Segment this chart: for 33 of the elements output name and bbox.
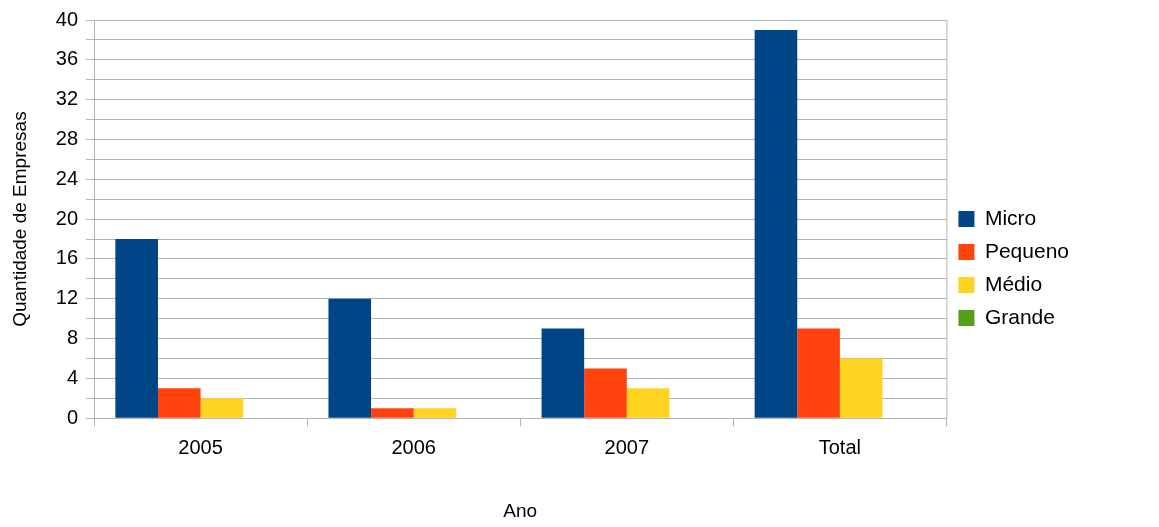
bar: [584, 368, 627, 418]
bar: [328, 298, 372, 418]
y-tick-label: 20: [55, 206, 79, 229]
bar: [115, 239, 158, 418]
legend-label: Grande: [984, 304, 1055, 328]
y-tick-label: 4: [66, 365, 79, 388]
x-tick-label: 2007: [604, 435, 650, 458]
bar: [797, 328, 840, 418]
legend-label: Médio: [984, 271, 1043, 295]
bar: [413, 408, 457, 418]
bar: [839, 358, 883, 418]
legend-label: Micro: [984, 205, 1037, 229]
y-axis-title: Quantidade de Empresas: [8, 111, 30, 327]
x-tick-label: 2005: [178, 435, 223, 458]
y-tick-label: 24: [55, 166, 79, 189]
y-tick-label: 12: [55, 286, 79, 309]
y-tick-label: 0: [66, 405, 79, 428]
y-tick-label: 8: [66, 326, 79, 349]
bar: [626, 388, 670, 418]
legend-label: Pequeno: [984, 238, 1070, 262]
y-tick-label: 32: [55, 87, 79, 110]
x-axis-title: Ano: [503, 499, 538, 521]
bar: [371, 408, 414, 418]
x-tick-label: Total: [818, 435, 861, 458]
x-tick-label: 2006: [391, 435, 436, 458]
bar: [200, 398, 244, 418]
y-tick-label: 36: [55, 47, 79, 70]
y-tick-label: 16: [55, 246, 79, 269]
y-tick-label: 28: [55, 126, 79, 149]
y-tick-label: 40: [55, 7, 79, 30]
bar: [541, 328, 585, 418]
bar: [157, 388, 201, 418]
bar: [754, 29, 798, 418]
